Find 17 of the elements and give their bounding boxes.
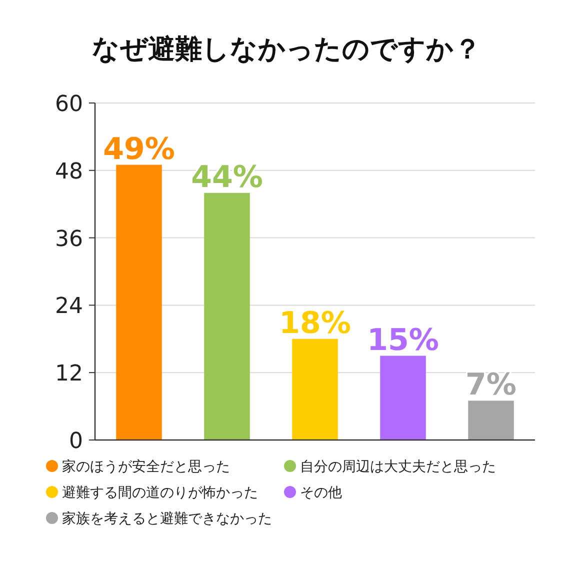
data-label: 44% — [191, 160, 263, 195]
legend-label: 家のほうが安全だと思った — [62, 459, 230, 475]
data-label: 7% — [466, 368, 516, 403]
y-tick-label: 0 — [69, 429, 83, 454]
y-tick-label: 12 — [55, 362, 83, 387]
y-tick-label: 24 — [55, 294, 83, 320]
y-tick-label: 48 — [55, 159, 83, 184]
data-label: 15% — [367, 322, 439, 358]
legend-label: 自分の周辺は大丈夫だと思った — [300, 459, 496, 475]
chart-title: なぜ避難しなかったのですか？ — [92, 34, 481, 65]
data-label: 49% — [103, 132, 175, 167]
data-label: 18% — [279, 306, 351, 341]
y-tick-label: 60 — [55, 92, 83, 117]
y-tick-label: 36 — [55, 226, 83, 252]
legend-label: 家族を考えると避難できなかった — [62, 511, 272, 527]
legend-label: 避難する間の道のりが怖かった — [62, 485, 258, 501]
legend-label: その他 — [300, 485, 342, 501]
